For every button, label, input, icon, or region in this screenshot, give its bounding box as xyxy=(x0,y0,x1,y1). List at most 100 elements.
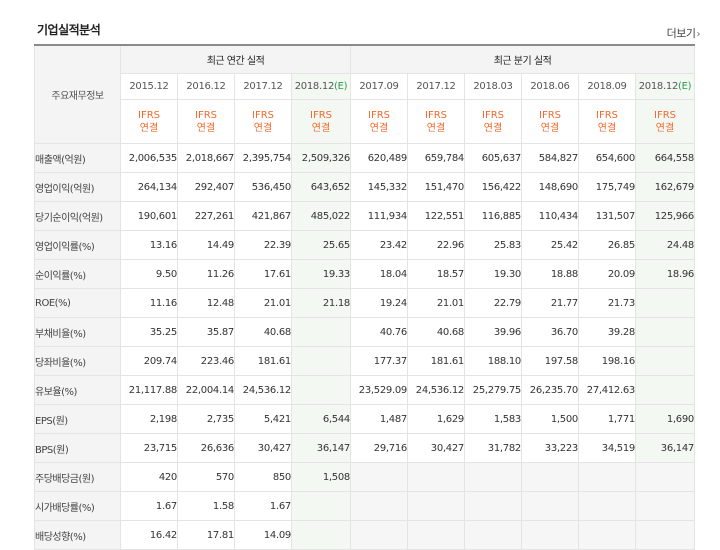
value-cell: 1,771 xyxy=(578,404,636,434)
value-cell: 145,332 xyxy=(350,172,408,202)
value-cell: 22.96 xyxy=(407,230,465,260)
value-cell xyxy=(350,462,408,492)
value-cell xyxy=(291,346,351,376)
value-cell: 1,690 xyxy=(635,404,695,434)
table-row: 부채비율(%) 35.25 35.87 40.68 40.76 40.68 39.96 36.… xyxy=(34,317,695,347)
ifrs-basis: IFRS xyxy=(482,109,504,121)
ifrs-basis: IFRS xyxy=(425,109,447,121)
value-cell xyxy=(635,288,695,318)
value-cell: 197.58 xyxy=(521,346,579,376)
table-row: BPS(원) 23,715 26,636 30,427 36,147 29,716 30,4… xyxy=(34,433,695,463)
value-cell: 40.76 xyxy=(350,317,408,347)
period-quarterly-5: 2018.12(E) xyxy=(635,73,695,100)
value-cell: 27,412.63 xyxy=(578,375,636,405)
estimate-marker: (E) xyxy=(334,81,348,92)
ifrs-basis: IFRS xyxy=(539,109,561,121)
value-cell: 1,583 xyxy=(464,404,522,434)
period-quarterly-3: 2018.06 xyxy=(521,73,579,100)
value-cell: 21.01 xyxy=(407,288,465,318)
table-row: 당좌비율(%) 209.74 223.46 181.61 177.37 181.61 188… xyxy=(34,346,695,376)
row-label: BPS(원) xyxy=(34,433,121,463)
period-annual-3: 2018.12(E) xyxy=(291,73,351,100)
value-cell: 21,117.88 xyxy=(120,375,178,405)
table-row: 순이익률(%) 9.50 11.26 17.61 19.33 18.04 18.57 19.3… xyxy=(34,259,695,289)
value-cell: 33,223 xyxy=(521,433,579,463)
value-cell: 643,652 xyxy=(291,172,351,202)
value-cell: 25.65 xyxy=(291,230,351,260)
value-cell xyxy=(464,491,522,521)
table-row: 시가배당률(%) 1.67 1.58 1.67 xyxy=(34,491,695,521)
value-cell: 35.87 xyxy=(177,317,235,347)
value-cell: 198.16 xyxy=(578,346,636,376)
value-cell xyxy=(291,375,351,405)
table-row: 매출액(억원) 2,006,535 2,018,667 2,395,754 2,509,… xyxy=(34,143,695,173)
value-cell: 13.16 xyxy=(120,230,178,260)
value-cell: 850 xyxy=(234,462,292,492)
value-cell: 26,636 xyxy=(177,433,235,463)
value-cell: 30,427 xyxy=(407,433,465,463)
value-cell: 12.48 xyxy=(177,288,235,318)
ifrs-label: IFRS 연결 xyxy=(578,99,636,144)
value-cell: 24,536.12 xyxy=(234,375,292,405)
value-cell: 664,558 xyxy=(635,143,695,173)
value-cell: 2,735 xyxy=(177,404,235,434)
row-label: ROE(%) xyxy=(34,288,121,318)
value-cell: 39.28 xyxy=(578,317,636,347)
value-cell: 24.48 xyxy=(635,230,695,260)
value-cell: 175,749 xyxy=(578,172,636,202)
value-cell: 31,782 xyxy=(464,433,522,463)
row-label: 주당배당금(원) xyxy=(34,462,121,492)
ifrs-label: IFRS 연결 xyxy=(521,99,579,144)
value-cell: 18.57 xyxy=(407,259,465,289)
ifrs-consolidation: 연결 xyxy=(311,122,331,134)
value-cell xyxy=(291,317,351,347)
period-label: 2018.09 xyxy=(587,81,627,92)
period-quarterly-2: 2018.03 xyxy=(464,73,522,100)
financial-table: 주요재무정보 최근 연간 실적 최근 분기 실적 2015.12 2016.12 2… xyxy=(34,44,695,550)
value-cell xyxy=(407,491,465,521)
value-cell: 40.68 xyxy=(407,317,465,347)
ifrs-label: IFRS 연결 xyxy=(350,99,408,144)
value-cell: 22,004.14 xyxy=(177,375,235,405)
value-cell: 9.50 xyxy=(120,259,178,289)
value-cell: 23,715 xyxy=(120,433,178,463)
estimate-marker: (E) xyxy=(678,81,692,92)
value-cell: 605,637 xyxy=(464,143,522,173)
value-cell: 181.61 xyxy=(234,346,292,376)
ifrs-basis: IFRS xyxy=(252,109,274,121)
value-cell: 1.67 xyxy=(234,491,292,521)
value-cell: 111,934 xyxy=(350,201,408,231)
period-label: 2018.06 xyxy=(530,81,570,92)
value-cell xyxy=(635,317,695,347)
row-label: 시가배당률(%) xyxy=(34,491,121,521)
value-cell: 26.85 xyxy=(578,230,636,260)
value-cell: 17.81 xyxy=(177,520,235,550)
ifrs-consolidation: 연결 xyxy=(540,122,560,134)
period-label: 2015.12 xyxy=(129,81,169,92)
value-cell: 116,885 xyxy=(464,201,522,231)
value-cell: 21.01 xyxy=(234,288,292,318)
value-cell: 36.70 xyxy=(521,317,579,347)
row-label: 순이익률(%) xyxy=(34,259,121,289)
section-title: 기업실적분석 xyxy=(37,23,101,37)
table-row: ROE(%) 11.16 12.48 21.01 21.18 19.24 21.01 22.7… xyxy=(34,288,695,318)
value-cell xyxy=(291,491,351,521)
table-row: EPS(원) 2,198 2,735 5,421 6,544 1,487 1,629 1,58… xyxy=(34,404,695,434)
ifrs-basis: IFRS xyxy=(596,109,618,121)
value-cell: 156,422 xyxy=(464,172,522,202)
period-annual-1: 2016.12 xyxy=(177,73,235,100)
period-quarterly-4: 2018.09 xyxy=(578,73,636,100)
ifrs-label: IFRS 연결 xyxy=(120,99,178,144)
ifrs-consolidation: 연결 xyxy=(369,122,389,134)
more-link[interactable]: 더보기› xyxy=(667,25,701,41)
ifrs-label: IFRS 연결 xyxy=(291,99,351,144)
value-cell: 19.24 xyxy=(350,288,408,318)
value-cell: 17.61 xyxy=(234,259,292,289)
value-cell: 21.18 xyxy=(291,288,351,318)
ifrs-label: IFRS 연결 xyxy=(635,99,695,144)
value-cell: 25.83 xyxy=(464,230,522,260)
row-label: 당기순이익(억원) xyxy=(34,201,121,231)
table-row: 유보율(%) 21,117.88 22,004.14 24,536.12 23,529.… xyxy=(34,375,695,405)
ifrs-consolidation: 연결 xyxy=(196,122,216,134)
value-cell: 227,261 xyxy=(177,201,235,231)
